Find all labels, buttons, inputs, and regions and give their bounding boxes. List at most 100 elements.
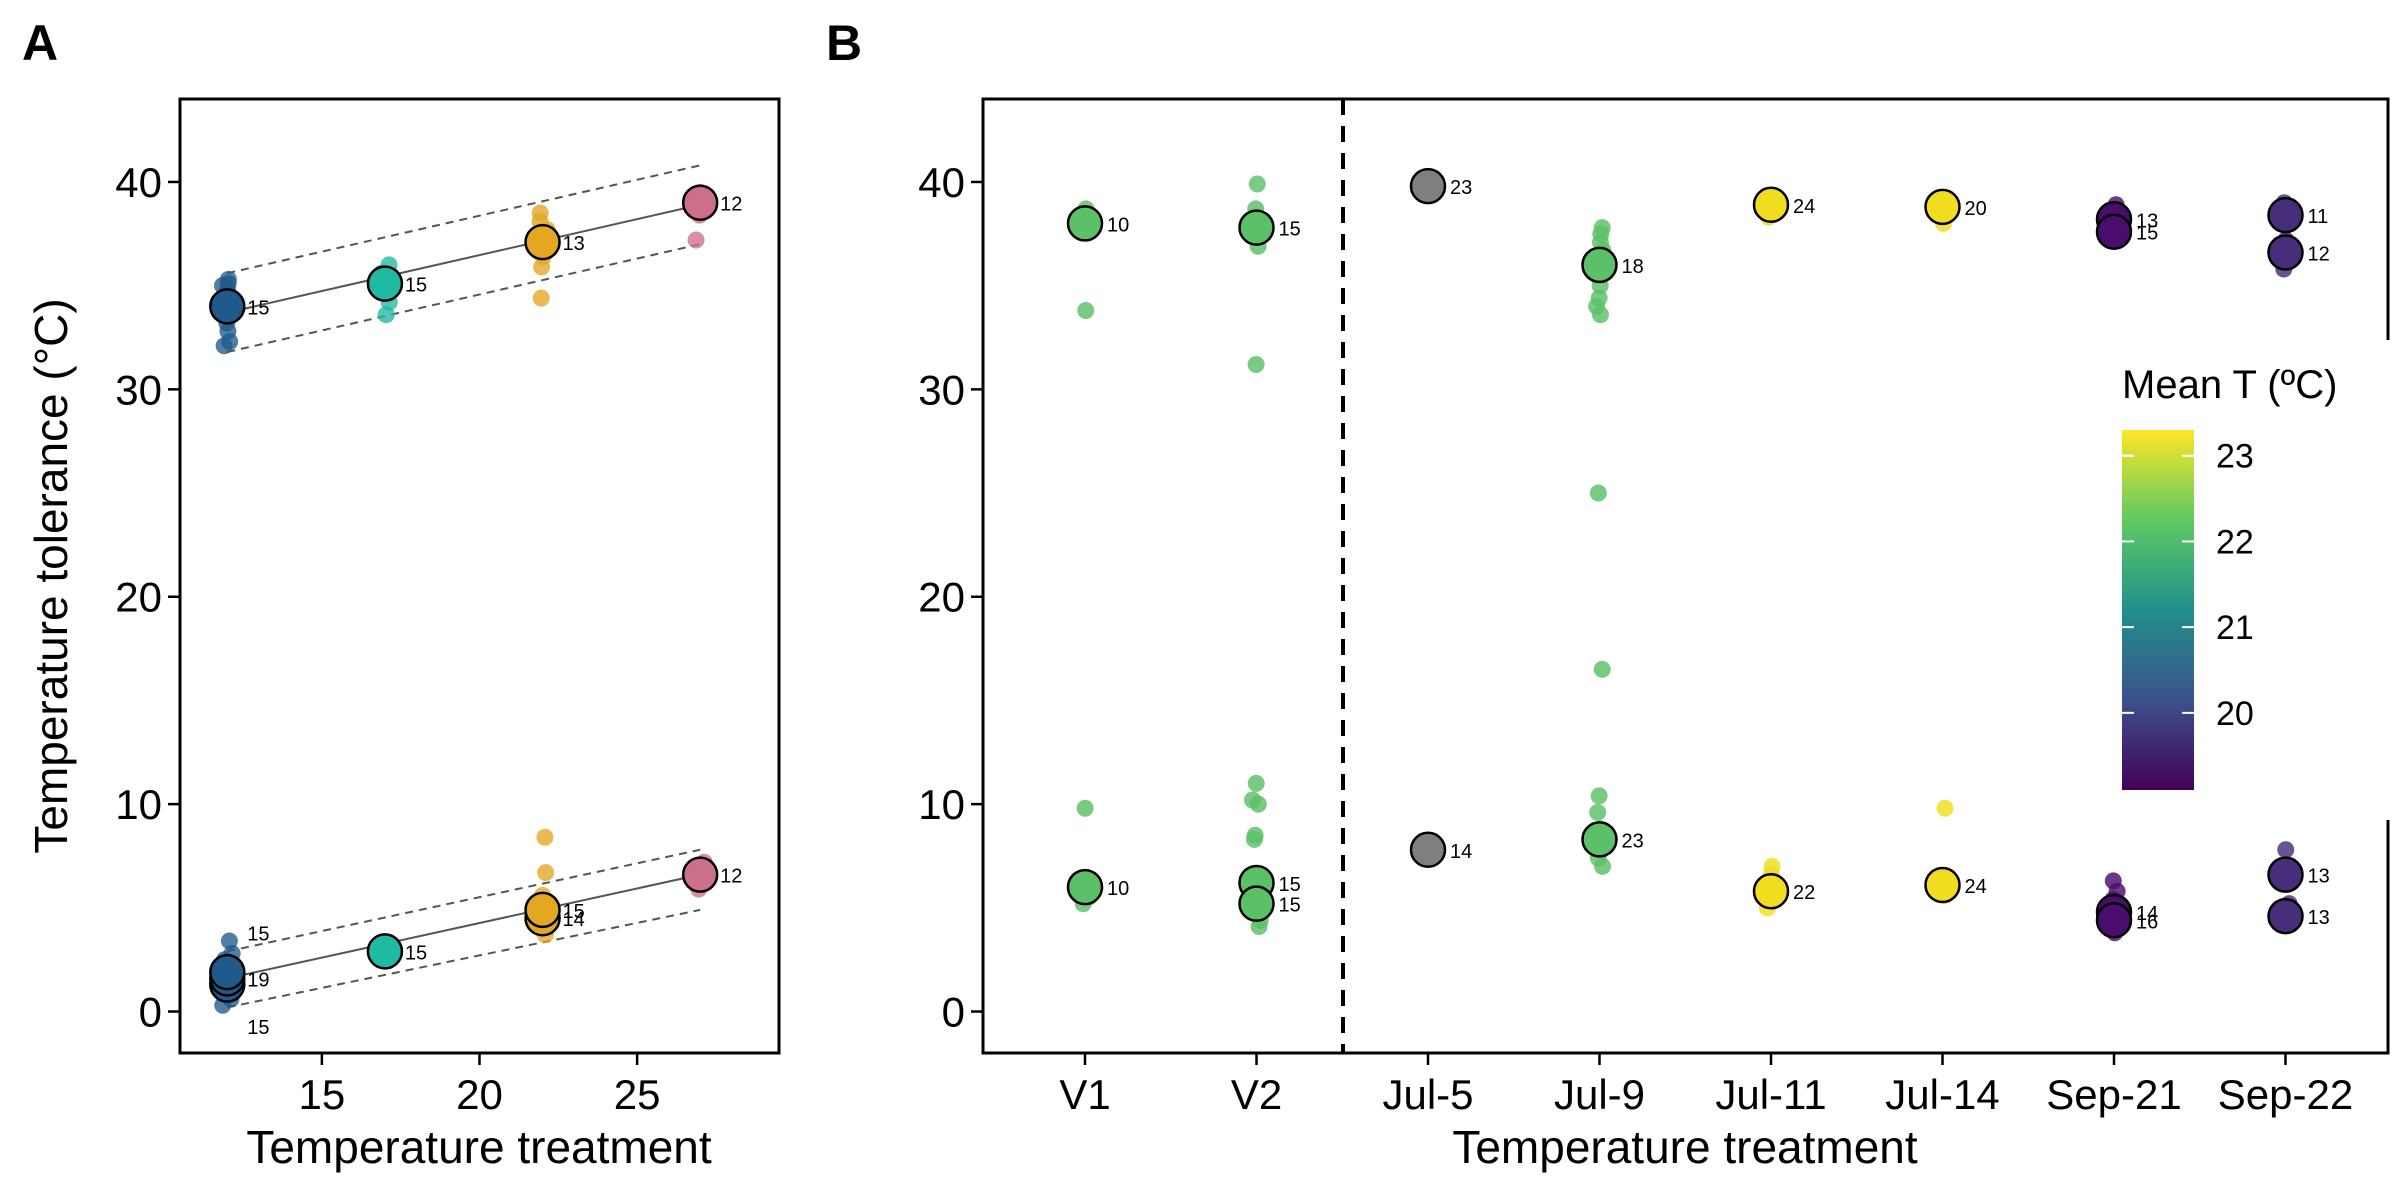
mean-point [366, 265, 404, 302]
y-tick-label: 40 [918, 159, 965, 206]
sample-size-label: 22 [1793, 882, 1815, 904]
panel-a-y-ticks: 0 10 20 30 40 [115, 159, 180, 1036]
sample-size-label: 15 [247, 297, 269, 319]
data-point [219, 270, 237, 288]
panel-b-x-axis-title: Temperature treatment [1452, 1121, 1918, 1173]
mean-point [2267, 196, 2304, 234]
data-point [536, 828, 554, 846]
panel-b-means [1066, 167, 2304, 939]
mean-point [2267, 897, 2304, 935]
y-tick-label: 30 [115, 366, 162, 413]
sample-size-label: 23 [1450, 177, 1472, 199]
sample-size-label: 23 [1622, 830, 1644, 852]
mean-point [1066, 205, 1104, 242]
fit-upper-band [227, 164, 701, 275]
data-point [1247, 355, 1265, 373]
fit-lower-band [227, 908, 701, 1009]
data-point [1076, 799, 1094, 817]
data-point [1247, 774, 1265, 792]
legend-title: Mean T (ºC) [2122, 363, 2337, 407]
mean-point [2267, 234, 2304, 271]
mean-point [1752, 186, 1790, 224]
fit-lower-band [227, 243, 701, 353]
mean-point [2095, 902, 2133, 939]
sample-size-label: 14 [563, 909, 585, 931]
panel-a-x-axis-title: Temperature treatment [246, 1121, 712, 1173]
mean-point [366, 933, 404, 970]
fit-upper-band [227, 848, 701, 953]
sample-size-label: 15 [405, 275, 427, 297]
x-tick-label: Jul-11 [1715, 1071, 1826, 1118]
panel-a-points [213, 183, 714, 1014]
sample-size-label: 16 [2136, 911, 2158, 933]
data-point [2277, 841, 2295, 859]
y-tick-label: 0 [942, 989, 965, 1036]
sample-size-label: 18 [1622, 256, 1644, 278]
mean-point [1581, 821, 1618, 858]
panel-a-y-axis-title: Temperature tolerance (°C) [25, 298, 77, 853]
x-tick-label: Jul-5 [1382, 1071, 1473, 1118]
x-tick-label: 15 [299, 1071, 346, 1118]
fit-line [227, 873, 701, 980]
data-point [220, 932, 238, 950]
data-point [1589, 803, 1607, 821]
x-tick-label: Sep-21 [2046, 1071, 2181, 1118]
data-point [1936, 799, 1954, 817]
mean-point [681, 856, 719, 893]
data-point [532, 289, 550, 307]
mean-point [1752, 872, 1790, 910]
data-point [1589, 484, 1607, 502]
y-tick-label: 20 [918, 574, 965, 621]
legend-ticks: 20 21 22 23 [2122, 438, 2254, 733]
sample-size-label: 24 [1793, 196, 1815, 218]
data-point [1593, 660, 1611, 678]
sample-size-label: 15 [1279, 874, 1301, 896]
mean-point [1924, 188, 1961, 226]
sample-size-label: 12 [2308, 243, 2330, 265]
sample-size-label: 15 [247, 1017, 269, 1039]
sample-size-label: 15 [405, 942, 427, 964]
sample-size-label: 20 [1965, 198, 1987, 220]
y-tick-label: 30 [918, 366, 965, 413]
data-point [1248, 175, 1266, 193]
panel-label-a: A [22, 15, 58, 71]
sample-size-label: 12 [720, 866, 742, 888]
panel-b-x-ticks: V1 V2 Jul-5 Jul-9 Jul-11 Jul-14 Sep-21 Sep-22 [1059, 1053, 2353, 1118]
data-point [1249, 795, 1267, 813]
sample-size-label: 15 [1279, 895, 1301, 917]
y-tick-label: 10 [918, 781, 965, 828]
sample-size-label: 10 [1107, 878, 1129, 900]
y-tick-label: 0 [139, 989, 162, 1036]
sample-size-label: 13 [563, 233, 585, 255]
panel-a-fit-lines [227, 164, 701, 1009]
sample-size-label: 15 [247, 924, 269, 946]
mean-point [209, 288, 246, 325]
panel-label-b: B [826, 15, 862, 71]
data-point [2104, 872, 2122, 890]
x-tick-label: 25 [614, 1071, 661, 1118]
fit-line [227, 203, 701, 314]
mean-point [209, 953, 246, 991]
data-point [1590, 787, 1608, 805]
data-point [537, 864, 555, 882]
data-point [1245, 830, 1263, 848]
sample-size-label: 10 [1107, 214, 1129, 236]
data-point [687, 231, 705, 249]
data-point [1594, 857, 1612, 875]
panel-b-n-labels: 1010151515231418232422202413151416111213… [1107, 177, 2330, 933]
mean-point [681, 184, 719, 221]
legend-tick-label: 21 [2216, 609, 2254, 647]
data-point [1590, 289, 1608, 307]
sample-size-label: 13 [2308, 907, 2330, 929]
legend-tick-label: 22 [2216, 523, 2254, 561]
sample-size-label: 11 [2308, 206, 2329, 228]
panel-b-y-ticks: 0 10 20 30 40 [918, 159, 983, 1036]
y-tick-label: 40 [115, 159, 162, 206]
x-tick-label: Jul-14 [1885, 1071, 1999, 1118]
mean-point [1066, 868, 1104, 906]
x-tick-label: 20 [456, 1071, 503, 1118]
mean-point [2095, 213, 2133, 250]
legend-colorbar [2122, 430, 2194, 790]
